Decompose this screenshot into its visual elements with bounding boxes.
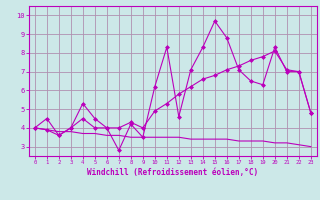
X-axis label: Windchill (Refroidissement éolien,°C): Windchill (Refroidissement éolien,°C) (87, 168, 258, 177)
